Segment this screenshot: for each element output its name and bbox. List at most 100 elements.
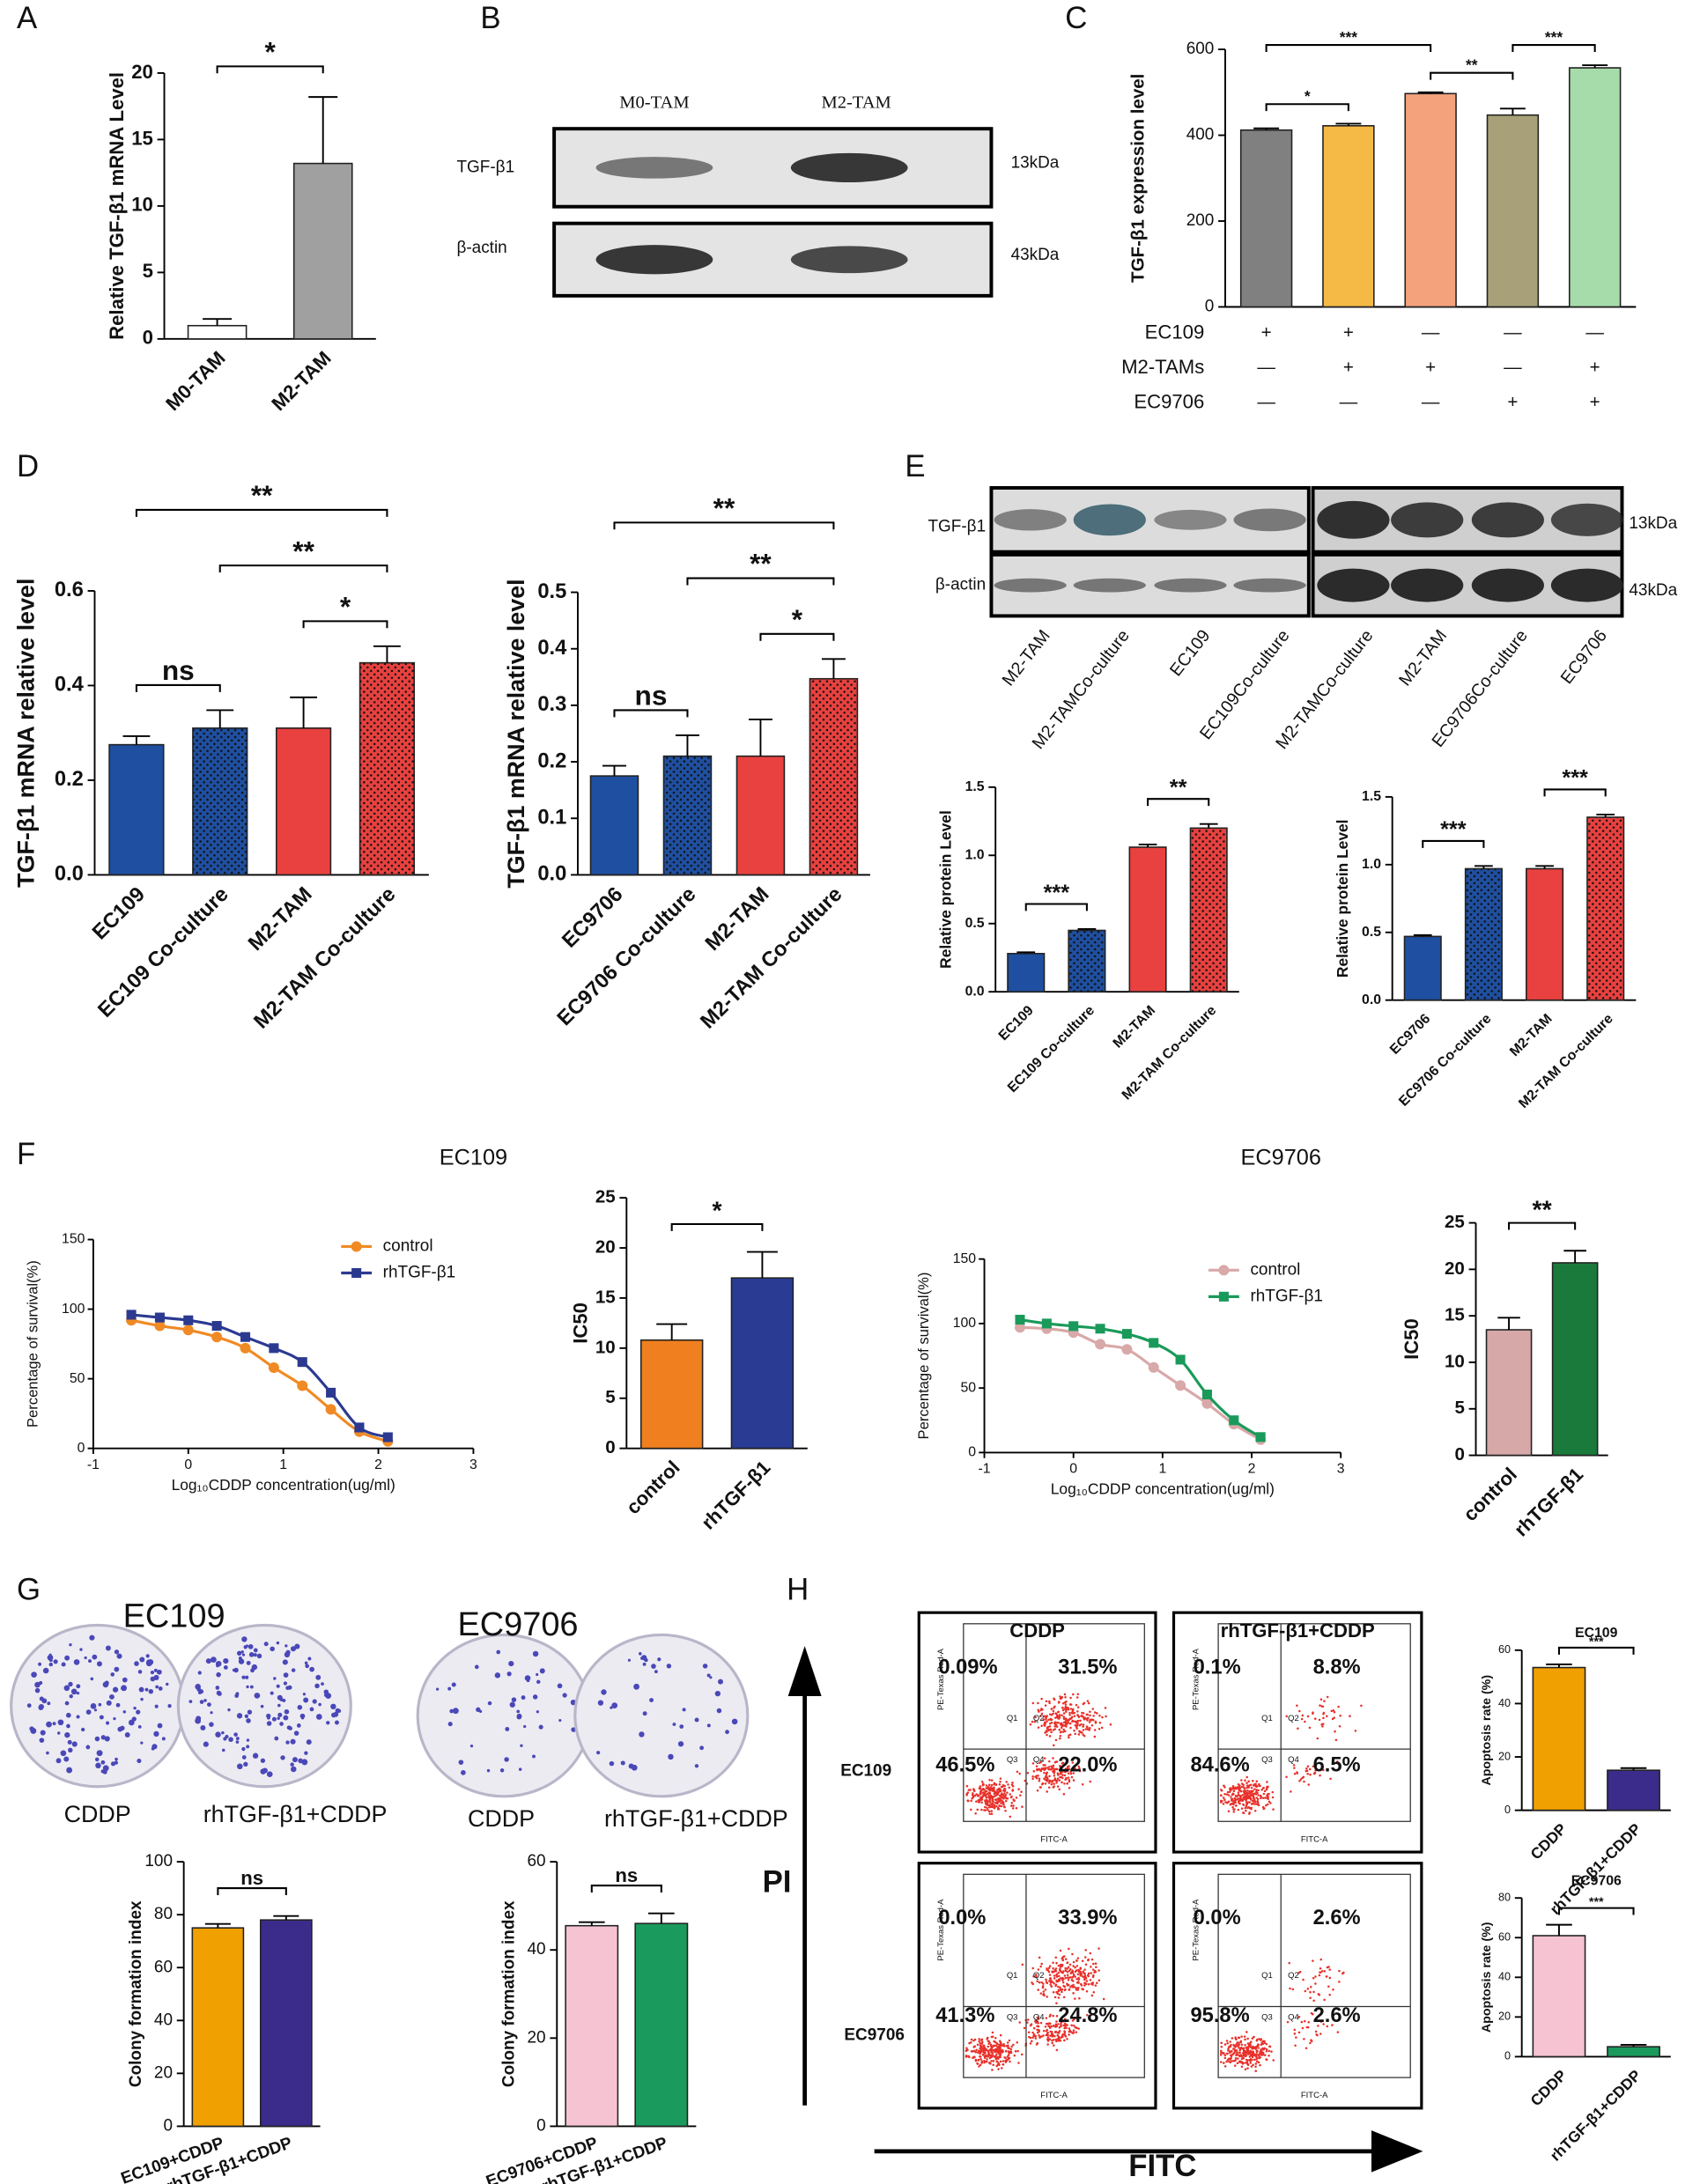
flow-event (1242, 1804, 1245, 1806)
flow-event (1090, 1958, 1094, 1961)
flow-event (1072, 1983, 1075, 1987)
flow-event (1052, 1770, 1054, 1773)
colony (203, 1699, 207, 1702)
flow-event (1055, 2015, 1059, 2018)
flow-event (987, 1801, 989, 1804)
chart-title: EC9706 (1241, 1146, 1321, 1170)
flow-event (1019, 1794, 1022, 1797)
flow-event (1013, 2054, 1016, 2057)
flow-event (993, 1786, 995, 1789)
x-tick-label: M2-TAM (1111, 1003, 1159, 1051)
flow-event (1339, 1714, 1342, 1717)
flow-event (1076, 1693, 1080, 1695)
colony (34, 1687, 41, 1693)
blot-size: 13kDa (1629, 514, 1677, 533)
colony (153, 1668, 158, 1672)
bar (589, 775, 639, 876)
flow-event (990, 1783, 994, 1787)
colony (104, 1736, 110, 1742)
quadrant-percent: 31.5% (1058, 1656, 1117, 1679)
bar (662, 755, 713, 876)
quadrant-percent: 0.0% (1194, 1907, 1241, 1929)
flow-event (1089, 1714, 1091, 1717)
significance-bracket (613, 521, 835, 530)
flow-event (1039, 1708, 1043, 1712)
flow-event (1045, 1773, 1048, 1776)
flow-event (985, 1789, 988, 1793)
flow-event (1267, 1796, 1270, 1798)
quadrant-percent: 41.3% (935, 2004, 994, 2027)
colony (511, 1697, 517, 1702)
y-tick-label: 20 (528, 2028, 546, 2047)
flow-event (1306, 1765, 1310, 1768)
bar (1007, 953, 1046, 992)
flow-plot (963, 1873, 1145, 2078)
flow-event (1290, 1790, 1292, 1793)
flow-event (1261, 2053, 1265, 2056)
blot-band (1233, 508, 1306, 532)
flow-event (983, 2061, 986, 2064)
flow-event (1044, 1704, 1047, 1707)
y-axis-label: Relative protein Level (1334, 819, 1351, 978)
colony (61, 1662, 66, 1667)
flow-event (1250, 2040, 1253, 2043)
flow-event (1066, 1961, 1069, 1964)
legend-marker (1218, 1265, 1230, 1276)
flow-event (1086, 2013, 1089, 2017)
flow-event (1089, 1952, 1092, 1955)
significance-label: *** (1545, 28, 1563, 46)
flow-event (1078, 1997, 1081, 2000)
colony (447, 1686, 452, 1691)
flow-event (1073, 1985, 1075, 1988)
flow-event (1006, 1791, 1009, 1794)
flow-event (1254, 2065, 1257, 2069)
flow-event (1237, 1800, 1240, 1803)
colony (67, 1739, 72, 1745)
y-axis-label: Relative protein Level (936, 810, 954, 969)
flow-event (1048, 1760, 1051, 1763)
marker (1095, 1324, 1105, 1334)
quadrant-name: Q2 (1288, 1714, 1299, 1723)
flow-event (1038, 1761, 1041, 1765)
colony (233, 1667, 239, 1673)
flow-event (987, 2050, 990, 2054)
colony (706, 1723, 711, 1728)
flow-event (1038, 1777, 1041, 1780)
flow-event (1300, 2020, 1304, 2024)
significance-bracket (670, 1222, 764, 1231)
flow-event (993, 1804, 996, 1807)
flow-event (1010, 1795, 1013, 1798)
flow-event (977, 2058, 980, 2062)
flow-event (1044, 2025, 1047, 2028)
flow-event (1071, 1952, 1074, 1956)
flow-event (1322, 1712, 1325, 1715)
flow-event (1223, 1786, 1226, 1789)
flow-event (982, 2048, 985, 2051)
colony (318, 1702, 322, 1707)
significance-bracket (759, 632, 835, 641)
colony (38, 1705, 44, 1710)
colony (42, 1667, 49, 1674)
flow-event (990, 2060, 993, 2062)
flow-event (1299, 1778, 1303, 1781)
flow-event (1296, 1771, 1298, 1774)
flow-event (997, 2048, 1000, 2051)
flow-event (1085, 1982, 1088, 1986)
colony (651, 1664, 656, 1669)
flow-event (1073, 1715, 1076, 1717)
colony (654, 1670, 658, 1674)
x-tick-label: 3 (1337, 1462, 1345, 1477)
colony (124, 1732, 130, 1738)
flow-event (1010, 1802, 1014, 1804)
flow-event (1076, 1973, 1080, 1976)
flow-event (1233, 1808, 1236, 1811)
flow-event (1322, 1716, 1325, 1720)
flow-event (1064, 1988, 1067, 1991)
flow-event (1257, 2061, 1260, 2064)
flow-event (997, 1808, 1001, 1811)
flow-event (1074, 1997, 1076, 2000)
flow-event (1073, 1756, 1075, 1760)
flow-event (1031, 1966, 1034, 1970)
colony (105, 1645, 111, 1651)
flow-event (974, 1812, 977, 1815)
